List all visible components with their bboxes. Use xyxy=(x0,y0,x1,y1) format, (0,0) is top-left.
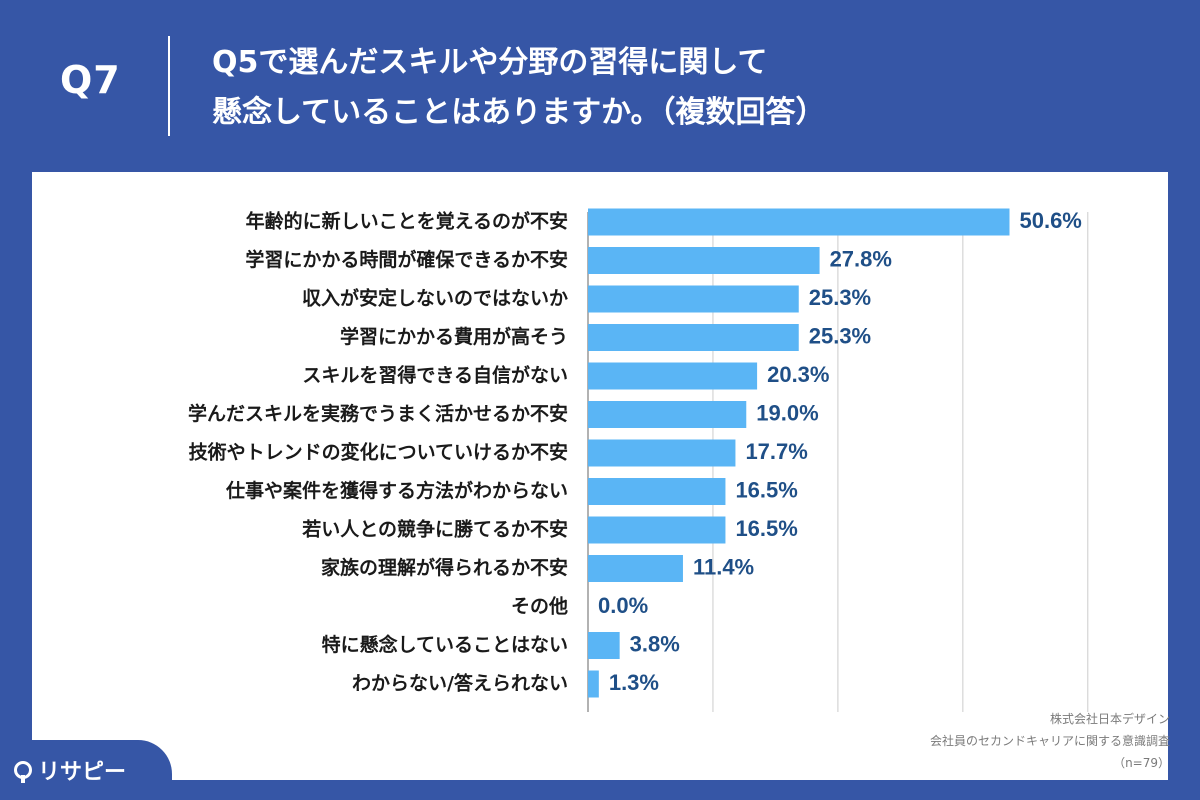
value-label: 20.3% xyxy=(767,362,829,387)
value-label: 11.4% xyxy=(693,554,754,579)
location-pin-icon xyxy=(14,761,32,783)
bar xyxy=(588,632,620,659)
value-label: 19.0% xyxy=(756,400,818,425)
header-divider xyxy=(168,36,170,136)
category-label: 収入が安定しないのではないか xyxy=(302,287,568,310)
bar xyxy=(588,401,747,428)
question-title-line-1: Q5で選んだスキルや分野の習得に関して xyxy=(212,45,768,80)
chart-panel: 年齢的に新しいことを覚えるのが不安 50.6% 学習にかかる時間が確保できるか不安 2… xyxy=(32,172,1168,780)
category-label: 年齢的に新しいことを覚えるのが不安 xyxy=(246,210,568,233)
logo-tab: リサピー xyxy=(0,740,172,800)
category-label: 仕事や案件を獲得する方法がわからない xyxy=(225,479,568,502)
value-label: 0.0% xyxy=(598,593,648,618)
source-company: 株式会社日本デザイン xyxy=(1049,712,1170,726)
question-number: Q7 xyxy=(60,58,121,102)
bar xyxy=(588,324,799,351)
source-note: 株式会社日本デザイン 会社員のセカンドキャリアに関する意識調査 （n=79） xyxy=(930,708,1170,774)
category-label: 若い人との競争に勝てるか不安 xyxy=(302,518,568,541)
value-label: 16.5% xyxy=(735,477,797,502)
source-sample-size: （n=79） xyxy=(1113,756,1170,770)
category-label: 家族の理解が得られるか不安 xyxy=(321,556,568,579)
question-title-line-2: 懸念していることはありますか。（複数回答） xyxy=(212,95,826,130)
value-label: 50.6% xyxy=(1019,208,1081,233)
bar xyxy=(588,555,683,582)
category-label: 技術やトレンドの変化についていけるか不安 xyxy=(189,441,568,464)
value-label: 3.8% xyxy=(630,631,680,656)
category-label: 学習にかかる費用が高そう xyxy=(340,325,568,348)
category-label: 学習にかかる時間が確保できるか不安 xyxy=(245,248,568,271)
value-label: 25.3% xyxy=(809,323,871,348)
value-label: 1.3% xyxy=(609,670,659,695)
bar xyxy=(588,247,820,274)
bar-chart: 年齢的に新しいことを覚えるのが不安 50.6% 学習にかかる時間が確保できるか不安 2… xyxy=(188,208,1089,712)
value-label: 27.8% xyxy=(830,246,892,271)
category-label: 特に懸念していることはない xyxy=(322,633,568,656)
brand-logo-text: リサピー xyxy=(38,760,127,785)
bar xyxy=(588,362,758,390)
question-title: Q5で選んだスキルや分野の習得に関して 懸念していることはありますか。（複数回答… xyxy=(212,38,826,138)
brand-logo: リサピー xyxy=(14,754,126,786)
bar xyxy=(588,285,799,313)
bar xyxy=(588,439,736,467)
value-label: 17.7% xyxy=(745,439,807,464)
bar xyxy=(588,516,726,544)
category-label: その他 xyxy=(511,595,568,618)
bar xyxy=(588,478,726,505)
bar xyxy=(588,208,1010,236)
source-survey: 会社員のセカンドキャリアに関する意識調査 xyxy=(929,734,1170,748)
value-label: 25.3% xyxy=(809,285,871,310)
category-label: わからない/答えられない xyxy=(352,672,568,695)
bar xyxy=(588,670,599,698)
category-label: スキルを習得できる自信がない xyxy=(302,364,568,387)
value-label: 16.5% xyxy=(735,516,797,541)
category-label: 学んだスキルを実務でうまく活かせるか不安 xyxy=(188,402,568,425)
